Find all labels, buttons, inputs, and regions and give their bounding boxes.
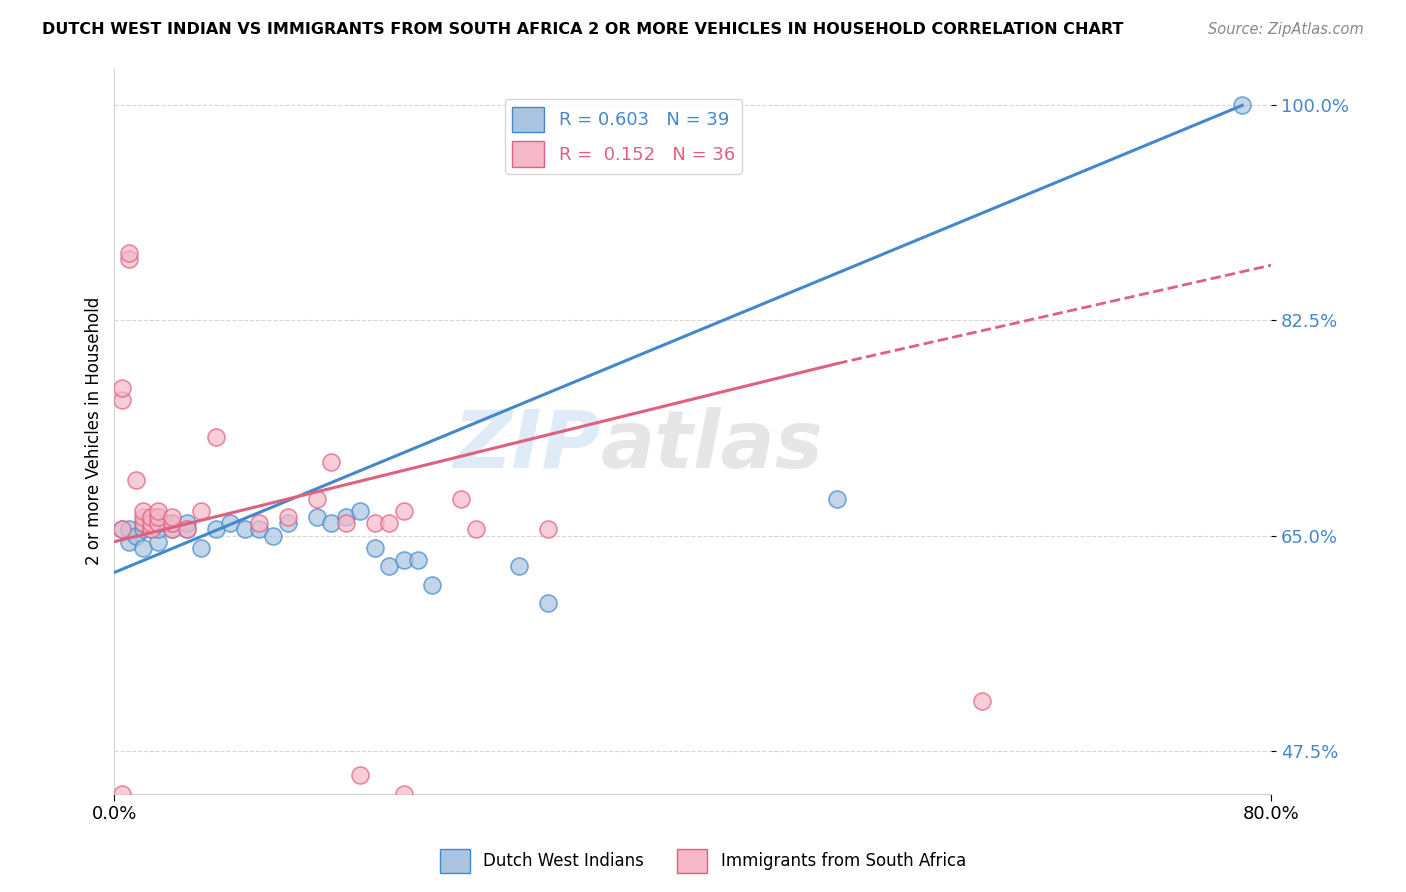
Point [363,541,385,555]
Point [111,787,134,801]
Point [335,510,357,524]
Point [378,559,401,574]
Point [146,510,169,524]
Point [111,393,134,408]
Point [247,516,270,531]
Point [262,528,284,542]
Point [1230,98,1253,112]
Point [190,504,212,518]
Y-axis label: 2 or more Vehicles in Household: 2 or more Vehicles in Household [86,297,103,566]
Point [146,504,169,518]
Point [190,541,212,555]
Point [139,510,162,524]
Point [139,523,162,537]
Point [176,523,198,537]
Point [247,523,270,537]
Point [970,694,993,708]
Point [827,491,849,506]
Point [349,504,371,518]
Point [162,516,184,531]
Text: atlas: atlas [600,407,823,484]
Point [233,523,256,537]
Point [305,491,328,506]
Point [392,504,415,518]
Point [146,523,169,537]
Point [305,510,328,524]
Text: Source: ZipAtlas.com: Source: ZipAtlas.com [1208,22,1364,37]
Point [146,510,169,524]
Text: DUTCH WEST INDIAN VS IMMIGRANTS FROM SOUTH AFRICA 2 OR MORE VEHICLES IN HOUSEHOL: DUTCH WEST INDIAN VS IMMIGRANTS FROM SOU… [42,22,1123,37]
Legend: Dutch West Indians, Immigrants from South Africa: Dutch West Indians, Immigrants from Sout… [433,842,973,880]
Point [111,523,134,537]
Point [219,516,242,531]
Point [537,523,560,537]
Point [176,523,198,537]
Point [111,381,134,395]
Point [118,252,141,266]
Point [111,523,134,537]
Point [406,553,429,567]
Point [132,541,155,555]
Point [321,455,343,469]
Point [204,430,226,444]
Point [132,516,155,531]
Point [139,516,162,531]
Point [132,510,155,524]
Point [277,516,299,531]
Legend: R = 0.603   N = 39, R =  0.152   N = 36: R = 0.603 N = 39, R = 0.152 N = 36 [505,99,742,174]
Point [450,491,472,506]
Point [508,559,530,574]
Point [132,523,155,537]
Point [139,510,162,524]
Point [118,245,141,260]
Point [392,787,415,801]
Point [321,516,343,531]
Point [162,516,184,531]
Point [153,516,176,531]
Point [537,596,560,610]
Point [464,523,486,537]
Point [162,523,184,537]
Point [146,534,169,549]
Point [422,578,444,592]
Point [139,523,162,537]
Point [277,510,299,524]
Point [125,528,148,542]
Point [118,534,141,549]
Point [132,504,155,518]
Point [118,523,141,537]
Point [162,523,184,537]
Point [176,516,198,531]
Point [125,473,148,487]
Text: ZIP: ZIP [453,407,600,484]
Point [378,516,401,531]
Point [392,553,415,567]
Point [349,768,371,782]
Point [335,516,357,531]
Point [162,510,184,524]
Point [146,516,169,531]
Point [363,516,385,531]
Point [139,516,162,531]
Point [132,516,155,531]
Point [204,523,226,537]
Point [146,516,169,531]
